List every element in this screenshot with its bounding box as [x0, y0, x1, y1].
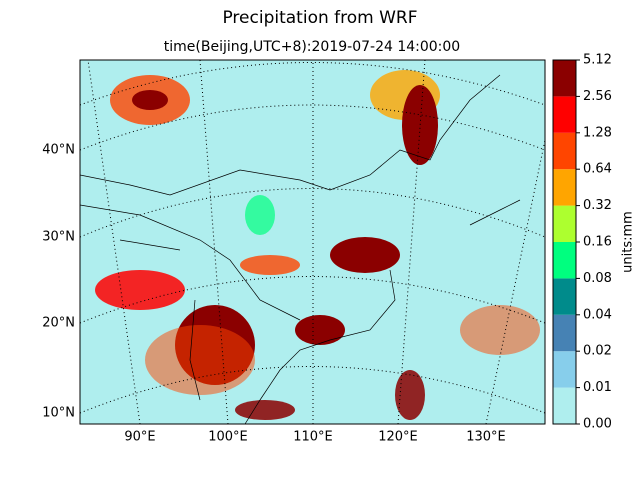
colorbar-tick-label: 0.01: [583, 380, 612, 395]
colorbar-tick-label: 0.08: [583, 271, 612, 286]
lat-label: 10°N: [42, 406, 75, 421]
colorbar-segment: [553, 205, 576, 242]
colorbar-tick-label: 0.02: [583, 344, 612, 359]
title: Precipitation from WRF: [222, 8, 417, 28]
map: [79, 59, 546, 425]
colorbar-tick-label: 0.00: [583, 417, 612, 432]
colorbar-segment: [553, 351, 576, 388]
colorbar-tick-label: 2.56: [583, 89, 612, 104]
lon-label: 120°E: [378, 430, 418, 445]
colorbar-tick-label: 0.64: [583, 162, 612, 177]
lat-label: 40°N: [42, 143, 75, 158]
subtitle: time(Beijing,UTC+8):2019-07-24 14:00:00: [164, 39, 460, 55]
lat-label: 30°N: [42, 230, 75, 245]
colorbar-tick-label: 0.32: [583, 198, 612, 213]
lat-label: 20°N: [42, 316, 75, 331]
lon-label: 130°E: [466, 430, 506, 445]
lon-label: 110°E: [293, 430, 333, 445]
colorbar-segment: [553, 132, 576, 170]
map-frame: [79, 59, 546, 425]
colorbar-segment: [553, 314, 576, 352]
colorbar-segment: [553, 169, 576, 206]
lon-label: 100°E: [208, 430, 248, 445]
colorbar-segment: [553, 96, 576, 133]
colorbar-segment: [553, 60, 576, 97]
colorbar-tick-label: 0.16: [583, 235, 612, 250]
colorbar-label: units:mm: [621, 211, 636, 273]
colorbar-segment: [553, 242, 576, 279]
precip-field: [80, 60, 545, 424]
colorbar-tick-label: 0.04: [583, 307, 612, 322]
colorbar-segment: [553, 387, 576, 424]
lon-label: 90°E: [124, 430, 155, 445]
colorbar-segment: [553, 278, 576, 315]
colorbar-tick-label: 5.12: [583, 53, 612, 68]
colorbar-tick-label: 1.28: [583, 125, 612, 140]
